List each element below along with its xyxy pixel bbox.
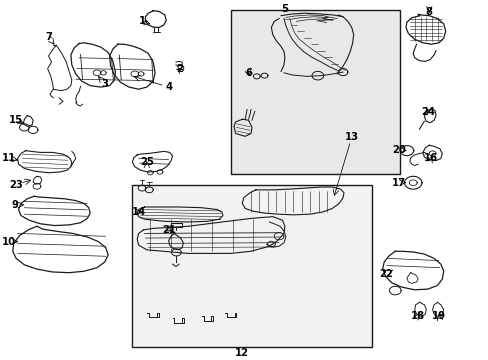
- Text: 16: 16: [423, 153, 437, 163]
- Text: 20: 20: [391, 145, 405, 155]
- Text: 6: 6: [244, 68, 252, 78]
- Text: 18: 18: [410, 311, 424, 320]
- Text: 9: 9: [11, 200, 18, 210]
- Text: 12: 12: [234, 348, 248, 358]
- Text: 15: 15: [9, 115, 23, 125]
- Text: 13: 13: [344, 132, 358, 142]
- Text: 23: 23: [9, 180, 23, 189]
- Text: 17: 17: [391, 178, 405, 188]
- Text: 8: 8: [425, 7, 432, 17]
- Text: 25: 25: [140, 157, 154, 167]
- Text: 1: 1: [138, 17, 145, 26]
- Text: 3: 3: [101, 78, 108, 89]
- Text: 24: 24: [420, 107, 434, 117]
- Bar: [132, 185, 371, 347]
- Text: 7: 7: [45, 32, 52, 42]
- Text: 2: 2: [176, 64, 183, 74]
- Text: 10: 10: [2, 237, 16, 247]
- Text: 11: 11: [2, 153, 16, 163]
- Bar: [230, 10, 399, 174]
- Text: 22: 22: [379, 269, 393, 279]
- Text: 14: 14: [131, 207, 145, 217]
- Text: 4: 4: [165, 82, 172, 92]
- Text: 5: 5: [281, 4, 288, 14]
- Text: 21: 21: [163, 225, 176, 235]
- Text: 19: 19: [431, 311, 445, 320]
